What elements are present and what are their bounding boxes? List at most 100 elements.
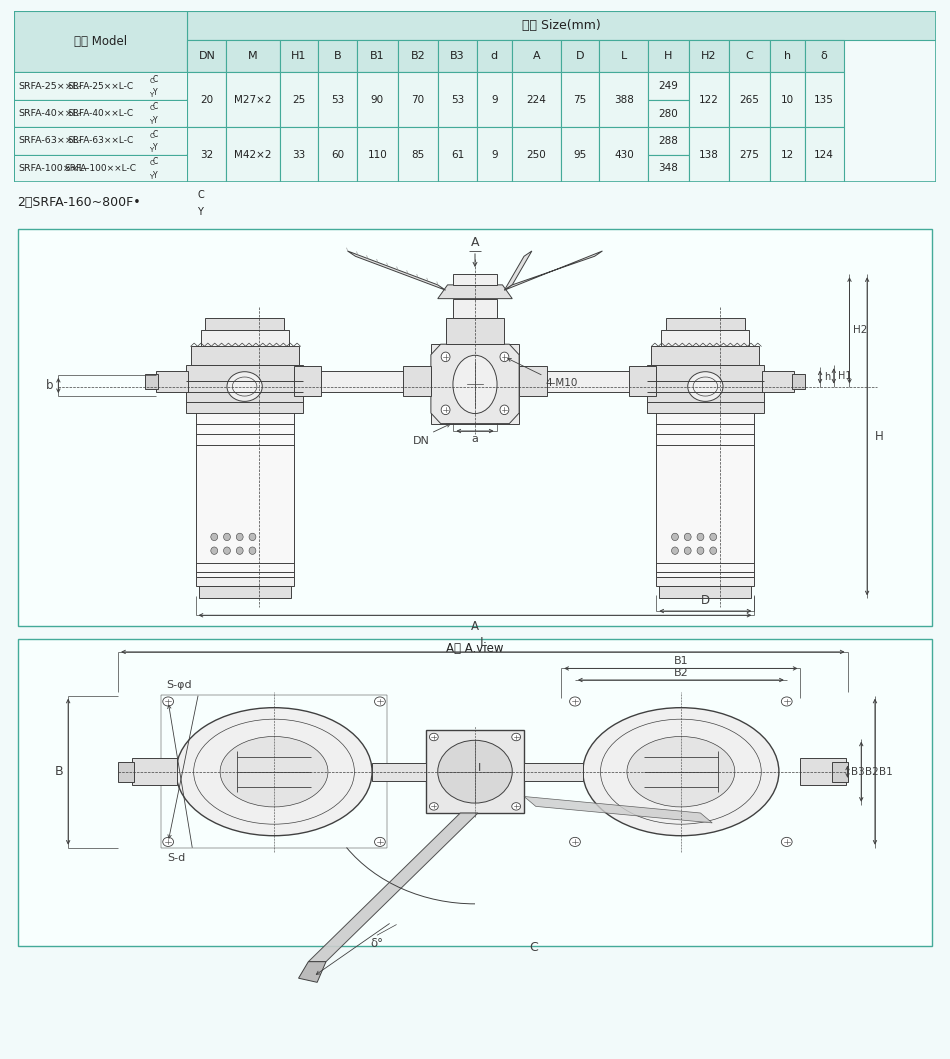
Text: Y: Y [149, 92, 154, 97]
Text: B1: B1 [674, 656, 688, 666]
Circle shape [162, 697, 174, 706]
Text: 138: 138 [699, 149, 719, 160]
Text: SRFA-100××L-: SRFA-100××L- [19, 164, 88, 173]
Text: D: D [701, 594, 710, 607]
Text: Y: Y [149, 174, 154, 180]
Text: S-φd: S-φd [166, 680, 192, 689]
Bar [196, 577, 294, 586]
Bar [15, 101, 186, 126]
Text: Y: Y [152, 115, 157, 125]
Text: SRFA-25××L-: SRFA-25××L- [19, 82, 82, 91]
Bar [226, 40, 279, 72]
Text: B1: B1 [879, 767, 893, 776]
Bar [648, 155, 689, 182]
Bar [599, 40, 648, 72]
Circle shape [211, 546, 218, 554]
Text: 53: 53 [331, 95, 344, 105]
Bar [832, 761, 847, 782]
Polygon shape [348, 251, 446, 290]
Bar [666, 318, 745, 330]
Bar [18, 639, 932, 946]
Bar [15, 156, 186, 181]
Text: C: C [152, 75, 158, 84]
Bar [157, 371, 188, 392]
Circle shape [429, 733, 438, 740]
Bar [438, 127, 477, 182]
Bar [730, 40, 770, 72]
Bar [279, 40, 318, 72]
Circle shape [374, 838, 386, 846]
Text: SRFA-40××L-: SRFA-40××L- [19, 109, 82, 118]
Bar [652, 346, 759, 365]
Bar [398, 40, 438, 72]
Bar [14, 155, 187, 182]
Text: H2: H2 [701, 51, 717, 61]
Text: 9: 9 [491, 95, 498, 105]
Polygon shape [431, 344, 519, 424]
Text: 280: 280 [658, 108, 678, 119]
Text: C: C [152, 102, 158, 111]
Text: C: C [529, 941, 539, 954]
Text: 70: 70 [411, 95, 425, 105]
Text: B: B [333, 51, 341, 61]
Bar [162, 695, 387, 847]
Ellipse shape [453, 355, 497, 413]
Text: SRFA-40××L-C: SRFA-40××L-C [67, 109, 134, 118]
Bar [294, 366, 321, 396]
Circle shape [223, 534, 231, 540]
Bar [279, 127, 318, 182]
Text: D: D [576, 51, 584, 61]
Bar [770, 72, 805, 127]
Polygon shape [309, 813, 478, 962]
Bar [187, 40, 226, 72]
Bar [512, 40, 560, 72]
Circle shape [223, 546, 231, 554]
Circle shape [211, 534, 218, 540]
Bar [15, 128, 186, 154]
Bar [656, 408, 754, 577]
Text: DN: DN [199, 51, 216, 61]
Circle shape [672, 546, 678, 554]
Circle shape [684, 546, 692, 554]
Text: 60: 60 [332, 149, 344, 160]
Circle shape [162, 838, 174, 846]
Bar [477, 127, 512, 182]
Text: M: M [248, 51, 257, 61]
Bar [318, 127, 357, 182]
Bar [453, 299, 497, 318]
Text: S-d: S-d [167, 854, 185, 863]
Text: SRFA-63××L-C: SRFA-63××L-C [67, 137, 134, 145]
Bar [519, 366, 546, 396]
Circle shape [237, 534, 243, 540]
Text: Y: Y [149, 146, 154, 152]
Bar [431, 344, 519, 424]
Bar [14, 72, 187, 100]
Circle shape [697, 546, 704, 554]
Text: M27×2: M27×2 [234, 95, 272, 105]
Bar [205, 318, 284, 330]
Circle shape [438, 740, 512, 803]
Text: C: C [152, 157, 158, 166]
Polygon shape [438, 285, 512, 299]
Text: A: A [532, 51, 541, 61]
Bar [770, 40, 805, 72]
Ellipse shape [627, 736, 734, 807]
Bar [196, 408, 294, 577]
Text: Y: Y [198, 207, 203, 217]
Text: H1: H1 [292, 51, 307, 61]
Text: B3: B3 [450, 51, 465, 61]
Circle shape [429, 803, 438, 810]
Text: δ°: δ° [370, 937, 384, 950]
Bar [357, 72, 398, 127]
Circle shape [684, 534, 692, 540]
Bar [404, 366, 431, 396]
Circle shape [710, 534, 716, 540]
Text: 430: 430 [614, 149, 634, 160]
Text: A: A [471, 620, 479, 632]
Bar [187, 72, 226, 127]
Ellipse shape [176, 707, 372, 836]
Bar [226, 72, 279, 127]
Text: A: A [471, 236, 479, 249]
Bar [599, 127, 648, 182]
Ellipse shape [583, 707, 779, 836]
